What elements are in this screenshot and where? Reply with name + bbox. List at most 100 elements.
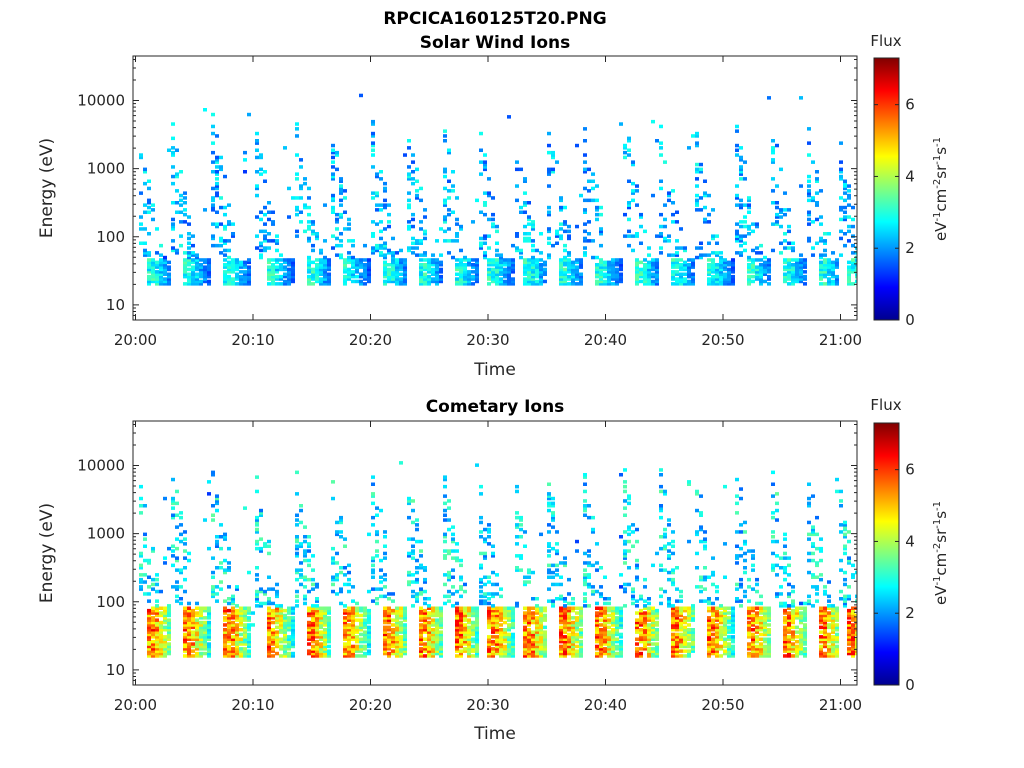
- spectrogram-cell: [703, 220, 707, 224]
- spectrogram-cell: [515, 234, 519, 238]
- spectrogram-cell: [395, 654, 399, 658]
- spectrogram-cell: [183, 577, 187, 582]
- spectrogram-cell: [599, 651, 603, 656]
- spectrogram-cell: [271, 282, 275, 286]
- spectrogram-cell: [695, 162, 699, 167]
- spectrogram-cell: [147, 635, 151, 639]
- spectrogram-cell: [839, 160, 843, 164]
- spectrogram-cell: [187, 251, 191, 255]
- spectrogram-cell: [247, 277, 251, 281]
- spectrogram-cell: [535, 279, 539, 284]
- spectrogram-cell: [559, 227, 563, 231]
- spectrogram-cell: [443, 556, 447, 560]
- spectrogram-cell: [155, 649, 159, 653]
- spectrogram-cell: [235, 630, 239, 634]
- spectrogram-cell: [507, 649, 511, 653]
- spectrogram-cell: [791, 241, 795, 245]
- spectrogram-cell: [271, 277, 275, 281]
- spectrogram-cell: [551, 563, 555, 568]
- spectrogram-cell: [459, 628, 463, 632]
- spectrogram-cell: [835, 263, 839, 267]
- spectrogram-cell: [159, 606, 163, 610]
- spectrogram-cell: [267, 217, 271, 222]
- spectrogram-cell: [347, 649, 351, 653]
- spectrogram-cell: [483, 253, 487, 257]
- spectrogram-cell: [695, 193, 699, 198]
- spectrogram-cell: [567, 618, 571, 622]
- spectrogram-cell: [559, 263, 563, 267]
- spectrogram-cell: [379, 229, 383, 234]
- spectrogram-cell: [347, 582, 351, 587]
- spectrogram-cell: [855, 267, 857, 272]
- spectrogram-cell: [187, 232, 191, 236]
- spectrogram-cell: [395, 274, 399, 279]
- spectrogram-cell: [507, 608, 511, 613]
- spectrogram-cell: [627, 201, 631, 205]
- spectrogram-cell: [323, 632, 327, 637]
- spectrogram-cell: [311, 644, 315, 649]
- spectrogram-cell: [599, 258, 603, 262]
- spectrogram-cell: [411, 224, 415, 229]
- spectrogram-cell: [207, 613, 211, 618]
- spectrogram-cell: [539, 606, 543, 610]
- spectrogram-cell: [747, 635, 751, 639]
- spectrogram-cell: [539, 532, 543, 537]
- spectrogram-cell: [275, 274, 279, 279]
- spectrogram-cell: [383, 556, 387, 560]
- spectrogram-cell: [331, 193, 335, 198]
- spectrogram-cell: [371, 119, 375, 124]
- spectrogram-cell: [347, 217, 351, 222]
- spectrogram-cell: [207, 632, 211, 637]
- spectrogram-cell: [727, 277, 731, 281]
- spectrogram-cell: [487, 642, 491, 646]
- spectrogram-cell: [631, 160, 635, 164]
- spectrogram-cell: [751, 267, 755, 272]
- spectrogram-cell: [471, 637, 475, 641]
- spectrogram-cell: [731, 606, 735, 610]
- spectrogram-cell: [339, 179, 343, 183]
- spectrogram-cell: [503, 270, 507, 274]
- spectrogram-cell: [767, 265, 771, 269]
- spectrogram-cell: [443, 513, 447, 517]
- spectrogram-cell: [519, 556, 523, 560]
- spectrogram-cell: [339, 518, 343, 522]
- spectrogram-cell: [379, 177, 383, 181]
- spectrogram-cell: [587, 515, 591, 520]
- spectrogram-cell: [791, 277, 795, 281]
- spectrogram-cell: [827, 267, 831, 272]
- spectrogram-cell: [139, 563, 143, 568]
- spectrogram-cell: [267, 544, 271, 548]
- spectrogram-cell: [387, 592, 391, 596]
- spectrogram-cell: [223, 606, 227, 610]
- spectrogram-cell: [315, 649, 319, 653]
- spectrogram-cell: [291, 611, 295, 615]
- spectrogram-cell: [367, 608, 371, 613]
- spectrogram-cell: [307, 267, 311, 272]
- spectrogram-cell: [287, 644, 291, 649]
- spectrogram-cell: [579, 606, 583, 610]
- spectrogram-cell: [515, 525, 519, 529]
- spectrogram-cell: [499, 630, 503, 634]
- spectrogram-cell: [439, 279, 443, 284]
- spectrogram-cell: [523, 628, 527, 632]
- spectrogram-cell: [499, 277, 503, 281]
- spectrogram-cell: [283, 644, 287, 649]
- spectrogram-cell: [267, 647, 271, 651]
- spectrogram-cell: [247, 625, 251, 630]
- spectrogram-cell: [511, 642, 515, 646]
- spectrogram-cell: [435, 608, 439, 613]
- spectrogram-cell: [407, 205, 411, 210]
- spectrogram-cell: [335, 153, 339, 157]
- spectrogram-cell: [407, 191, 411, 195]
- spectrogram-cell: [543, 608, 547, 613]
- spectrogram-cell: [623, 604, 627, 608]
- spectrogram-cell: [583, 198, 587, 203]
- spectrogram-cell: [567, 625, 571, 630]
- spectrogram-cell: [707, 654, 711, 658]
- spectrogram-cell: [163, 255, 167, 260]
- spectrogram-cell: [727, 270, 731, 274]
- spectrogram-cell: [355, 628, 359, 632]
- spectrogram-cell: [783, 267, 787, 272]
- spectrogram-cell: [395, 279, 399, 284]
- spectrogram-cell: [287, 639, 291, 644]
